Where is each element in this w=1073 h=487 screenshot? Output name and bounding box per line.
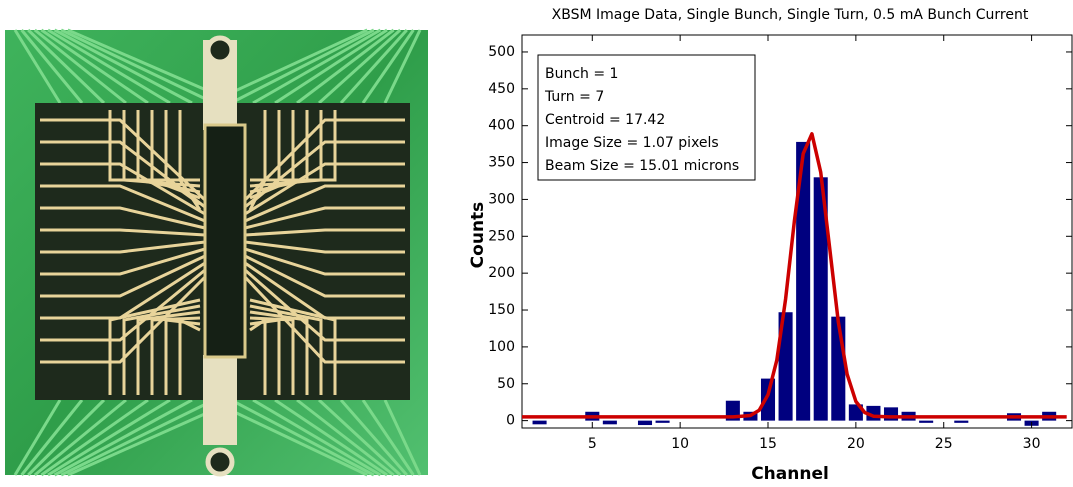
chart-title: XBSM Image Data, Single Bunch, Single Tu… [552,7,1029,23]
y-tick-label: 150 [488,302,515,318]
figure: 0 50 100 150 200 250 300 350 400 450 500 5 10 15 20 25 3… [0,0,1073,487]
bottom-pad [203,355,237,445]
bar [656,421,670,423]
x-tick-label: 10 [671,436,689,452]
x-tick-label: 20 [847,436,865,452]
y-tick-label: 0 [506,413,515,429]
bar [603,421,617,425]
bar [954,421,968,423]
x-tick-label: 30 [1023,436,1041,452]
x-tick-label: 25 [935,436,953,452]
sensor-strip [205,125,245,357]
bar [919,421,933,423]
y-tick-label: 350 [488,155,515,171]
y-tick-label: 400 [488,118,515,134]
detector-photo [5,30,428,475]
x-tick-label: 5 [588,436,597,452]
y-tick-label: 200 [488,265,515,281]
bar [761,379,775,421]
page: {"chart_data": { "type": "bar", "title":… [0,0,1073,487]
y-tick-label: 100 [488,339,515,355]
annotation-line: Bunch = 1 [545,66,618,82]
annotation-line: Turn = 7 [544,89,604,105]
x-axis-label: Channel [751,464,829,484]
annotation-line: Image Size = 1.07 pixels [545,135,719,151]
y-tick-label: 500 [488,44,515,60]
y-tick-label: 250 [488,228,515,244]
x-tick-label: 15 [759,436,777,452]
top-via [208,38,232,62]
y-tick-label: 50 [497,376,515,392]
annotation-line: Centroid = 17.42 [545,112,665,128]
bar [533,421,547,425]
bar [638,421,652,425]
annotation-line: Beam Size = 15.01 microns [545,158,739,174]
bottom-via [208,450,232,474]
y-tick-label: 300 [488,191,515,207]
y-tick-label: 450 [488,81,515,97]
y-axis-label: Counts [468,202,488,269]
